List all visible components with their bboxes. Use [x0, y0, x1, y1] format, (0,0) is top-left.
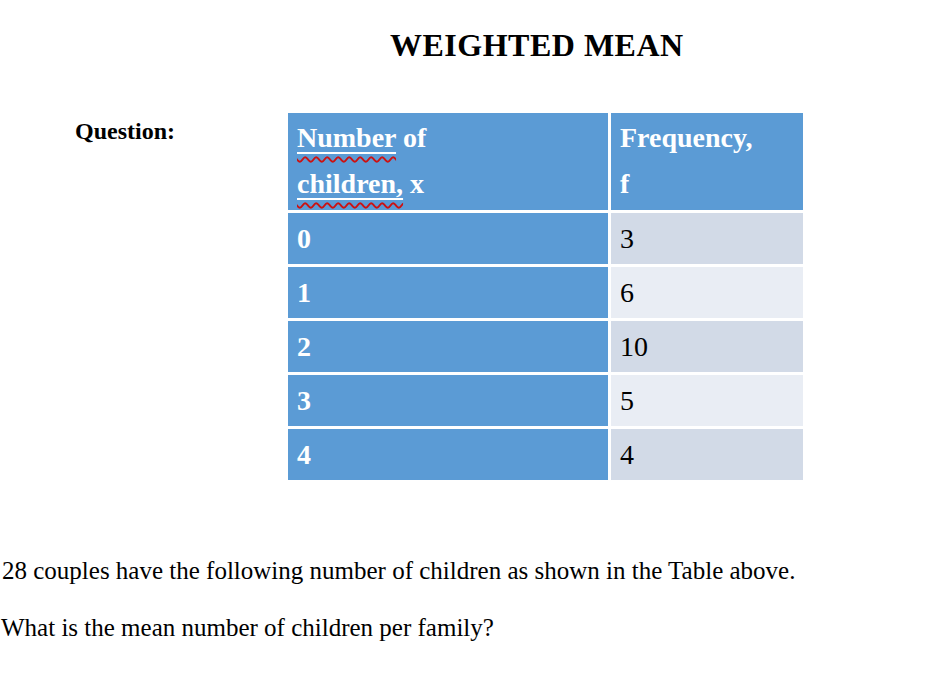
question-label: Question: — [75, 118, 175, 144]
slide-title: WEIGHTED MEAN — [390, 29, 684, 61]
slide-canvas: WEIGHTED MEAN Question: Number of childr… — [0, 0, 952, 674]
cell-f-value: 5 — [611, 375, 803, 426]
header-line-1: Frequency, — [620, 115, 803, 161]
question-text-line-1: 28 couples have the following number of … — [2, 556, 795, 586]
cell-f-value: 10 — [611, 321, 803, 372]
cell-x-value: 1 — [288, 267, 608, 318]
cell-f-value: 6 — [611, 267, 803, 318]
cell-f-value: 3 — [611, 213, 803, 264]
cell-x-value: 0 — [288, 213, 608, 264]
spellchecked-word: Number — [297, 122, 396, 153]
cell-f-value: 4 — [611, 429, 803, 480]
cell-x-value: 3 — [288, 375, 608, 426]
header-line-2-rest: x — [403, 168, 424, 199]
question-text-line-2: What is the mean number of children per … — [1, 613, 494, 643]
header-line-2: f — [620, 161, 803, 207]
header-line-1: Number of — [297, 115, 608, 161]
cell-x-value: 2 — [288, 321, 608, 372]
table-header-number-of-children: Number of children, x — [288, 113, 608, 210]
cell-x-value: 4 — [288, 429, 608, 480]
header-line-2: children, x — [297, 161, 608, 207]
frequency-table: Number of children, x Frequency, f 0 3 1… — [288, 113, 803, 480]
header-line-1-rest: of — [396, 122, 426, 153]
table-header-frequency: Frequency, f — [611, 113, 803, 210]
spellchecked-word: children, — [297, 168, 403, 199]
